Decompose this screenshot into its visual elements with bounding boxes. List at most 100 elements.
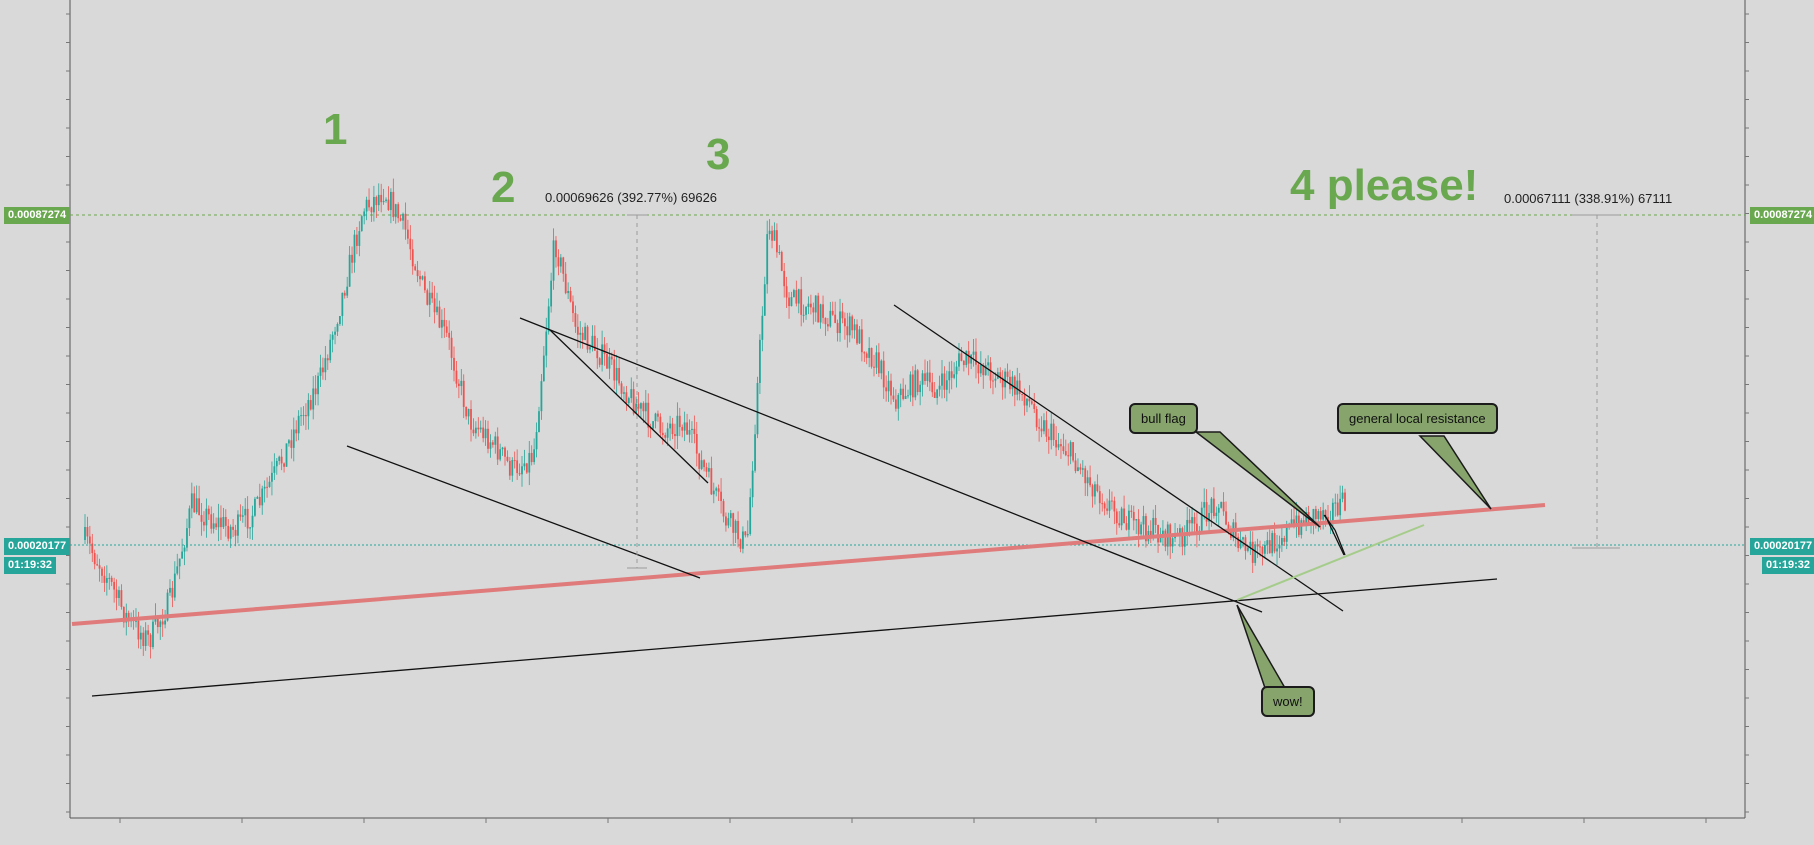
candle-body [360, 216, 363, 232]
candle-body [938, 385, 941, 390]
candle-body [1324, 510, 1327, 517]
candle-body [183, 547, 186, 552]
candle-body [348, 254, 351, 287]
candle-body [1047, 436, 1050, 441]
candle-body [887, 380, 890, 392]
candle-body [875, 352, 878, 368]
flag-line-c [1323, 514, 1336, 531]
candle-body [1001, 377, 1004, 388]
candle-body [632, 389, 635, 414]
candle-body [851, 316, 854, 331]
candle-body [919, 384, 922, 393]
candle-body [147, 630, 150, 635]
candle-body [848, 316, 851, 336]
candle-body [984, 365, 987, 376]
candle-body [249, 527, 251, 529]
candle-body [440, 319, 443, 328]
candle-body [931, 382, 934, 393]
candle-body [1064, 451, 1067, 456]
candle-body [239, 514, 242, 517]
candle-body [402, 213, 404, 221]
candle-body [1278, 545, 1281, 549]
candle-body [812, 307, 815, 313]
candle-body [547, 306, 550, 332]
wave-label-1: 1 [323, 105, 348, 154]
candle-body [288, 440, 290, 444]
price-tag-current-left: 0.00020177 [4, 538, 71, 555]
candle-body [972, 351, 975, 355]
candle-body [921, 373, 924, 385]
candle-body [1242, 537, 1244, 540]
downtrend-channel-upper [893, 304, 1344, 612]
candle-body [647, 402, 650, 428]
candle-body [508, 460, 511, 476]
candle-body [761, 315, 764, 340]
candle-body [414, 266, 417, 271]
candle-body [256, 496, 259, 499]
flag-line-b [1334, 529, 1346, 556]
candle-body [732, 513, 735, 533]
candle-body [205, 508, 208, 526]
candle-body [814, 295, 817, 313]
candle-body [1251, 541, 1254, 563]
candle-body [409, 238, 412, 250]
candle-body [1030, 401, 1033, 404]
candle-body [880, 360, 883, 374]
candle-body [339, 316, 341, 324]
candle-body [892, 395, 895, 400]
candle-body [198, 498, 201, 516]
candle-body [1210, 498, 1213, 514]
candle-body [1128, 510, 1130, 530]
callout-bull-flag[interactable]: bull flag [1129, 403, 1198, 434]
candle-body [1293, 519, 1295, 526]
candle-body [936, 389, 939, 399]
candle-body [586, 326, 589, 350]
candle-body [1154, 517, 1157, 525]
candle-body [809, 303, 812, 308]
pointer-wow [1236, 604, 1287, 689]
candle-body [1103, 503, 1106, 509]
candle-body [516, 460, 519, 474]
candle-body [394, 204, 397, 218]
candle-body [504, 447, 506, 457]
candle-body [608, 356, 611, 369]
price-tag-resistance-right: 0.00087274 [1750, 207, 1814, 224]
candle-body [1213, 498, 1215, 517]
candle-body [909, 374, 912, 396]
candle-body [319, 367, 322, 376]
candle-body [373, 197, 375, 213]
candle-body [110, 577, 113, 582]
candle-body [771, 230, 773, 241]
candle-body [1217, 507, 1220, 513]
candle-body [540, 381, 543, 412]
candle-body [953, 374, 956, 378]
candle-body [807, 303, 810, 307]
candle-body [494, 436, 497, 445]
candle-body [1295, 515, 1298, 526]
candle-body [88, 536, 91, 544]
candle-body [763, 284, 766, 316]
candle-body [695, 433, 698, 454]
candle-body [581, 332, 584, 340]
candle-body [627, 398, 630, 404]
candle-body [593, 335, 596, 351]
candle-body [1091, 485, 1094, 497]
candle-body [625, 392, 628, 404]
candle-body [181, 551, 184, 559]
callout-general-local-resistance[interactable]: general local resistance [1337, 403, 1498, 434]
candle-body [1152, 517, 1155, 538]
candle-body [992, 380, 994, 382]
callout-wow[interactable]: wow! [1261, 686, 1315, 717]
candle-body [652, 421, 654, 429]
candle-body [955, 366, 958, 375]
candle-body [419, 276, 421, 280]
candle-body [916, 370, 919, 393]
candle-body [518, 473, 521, 475]
candle-body [285, 443, 288, 467]
candle-body [1312, 509, 1315, 523]
candle-body [528, 452, 531, 473]
candle-body [84, 527, 86, 540]
candle-body [1317, 511, 1320, 519]
